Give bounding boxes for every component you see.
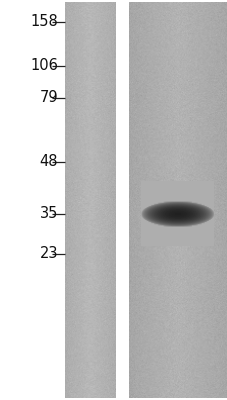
Text: 35: 35 <box>39 206 58 222</box>
Text: 106: 106 <box>30 58 58 74</box>
Text: 79: 79 <box>39 90 58 106</box>
Text: 158: 158 <box>30 14 58 30</box>
Text: 23: 23 <box>39 246 58 262</box>
Text: 48: 48 <box>39 154 58 170</box>
